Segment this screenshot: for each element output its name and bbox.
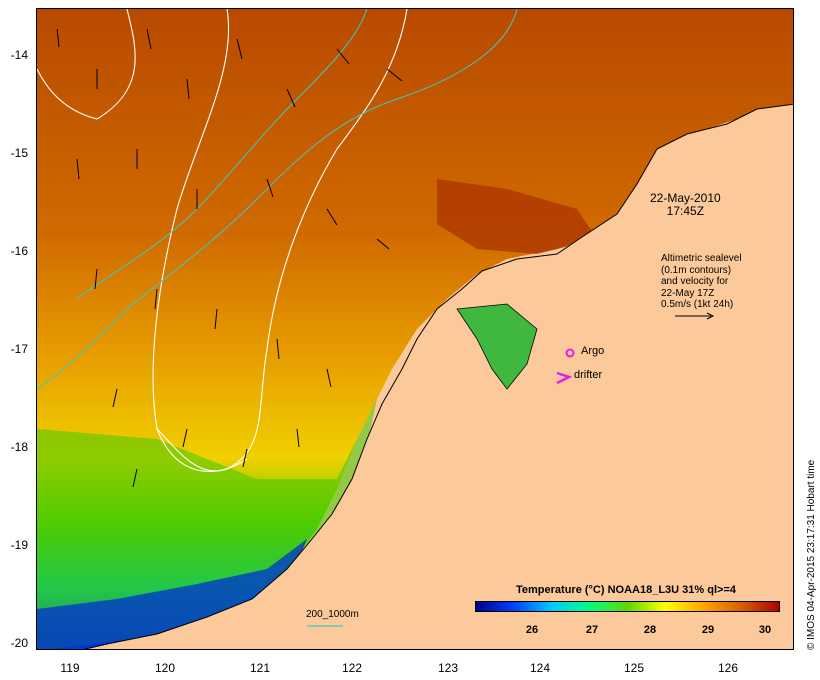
velocity-arrows — [56, 28, 403, 488]
altimetry-line: (0.1m contours) — [661, 264, 732, 276]
altimetry-line: 22-May 17Z — [661, 287, 715, 299]
observation-date: 22-May-2010 — [650, 191, 721, 205]
lon-tick-label: 126 — [717, 661, 739, 675]
argo-float-marker — [565, 348, 575, 358]
colorbar-tick-label: 28 — [643, 624, 657, 636]
lat-tick-label: -17 — [10, 342, 28, 356]
sealevel-contour — [156, 9, 408, 472]
altimetry-line: 0.5m/s (1kt 24h) — [661, 299, 734, 310]
lat-tick-label: -16 — [10, 244, 28, 258]
observation-time: 17:45Z — [666, 204, 705, 218]
argo-legend-label: Argo — [581, 345, 605, 357]
altimetry-note: Altimetric sealevel (0.1m contours) and … — [661, 253, 781, 311]
altimetry-line: and velocity for — [661, 276, 729, 287]
lat-tick-label: -20 — [10, 636, 28, 650]
colorbar-title: Temperature (°C) NOAA18_L3U 31% ql>=4 — [516, 584, 736, 596]
sst-map[interactable] — [36, 8, 794, 650]
lat-tick-label: -19 — [10, 538, 28, 552]
lon-tick-label: 119 — [60, 661, 80, 675]
cool-inshore-band — [37, 399, 377, 649]
lat-tick-label: -14 — [10, 48, 28, 62]
temperature-colorbar — [475, 601, 780, 612]
colorbar-tick-label: 26 — [525, 624, 539, 636]
map-canvas — [37, 9, 793, 649]
colorbar-tick-label: 30 — [758, 624, 772, 636]
lon-tick-label: 120 — [154, 661, 176, 675]
altimetry-line: Altimetric sealevel — [661, 253, 742, 264]
coldest-coastal-band — [37, 539, 307, 649]
isobath-contour — [76, 9, 368, 300]
lon-tick-label: 122 — [341, 661, 363, 675]
lat-tick-label: -18 — [10, 440, 28, 454]
lon-tick-label: 124 — [529, 661, 551, 675]
land-mass — [83, 103, 793, 649]
drifter-legend-label: drifter — [574, 369, 603, 381]
isobath-legend-label: 200_1000m — [306, 609, 359, 620]
sealevel-contour — [37, 9, 136, 120]
lon-tick-label: 123 — [437, 661, 459, 675]
lat-tick-label: -15 — [10, 146, 28, 160]
drifter-marker — [556, 371, 573, 385]
king-sound-water — [456, 303, 538, 390]
lon-tick-label: 125 — [623, 661, 645, 675]
credit-text: © IMOS 04-Apr-2015 23:17:31 Hobart time — [806, 459, 817, 650]
colorbar-tick-label: 27 — [585, 624, 599, 636]
isobath-contour — [37, 9, 518, 390]
warm-core-region — [437, 179, 597, 254]
sealevel-contour — [152, 9, 248, 472]
colorbar-tick-label: 29 — [701, 624, 715, 636]
observation-date-label: 22-May-2010 17:45Z — [650, 192, 721, 218]
lon-tick-label: 121 — [249, 661, 271, 675]
